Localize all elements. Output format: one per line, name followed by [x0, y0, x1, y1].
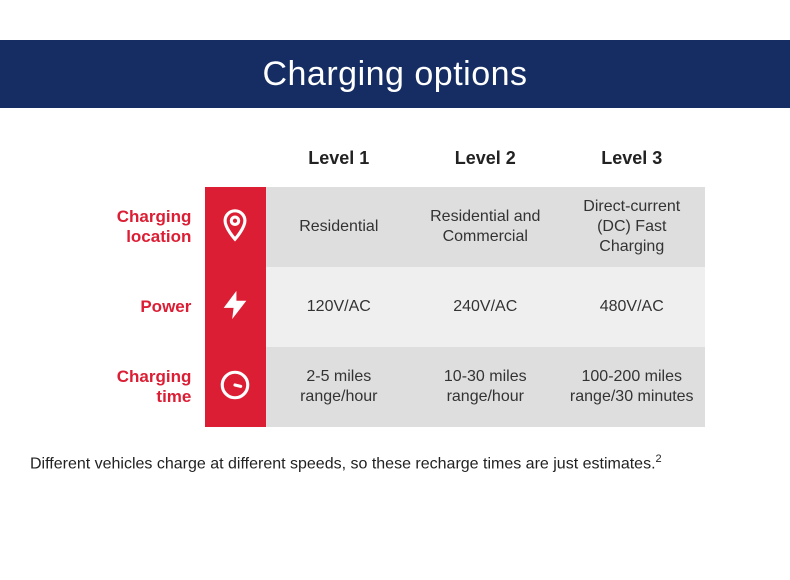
- title-bar: Charging options: [0, 40, 790, 108]
- data-cell: 120V/AC: [266, 267, 412, 347]
- charging-table: Level 1 Level 2 Level 3 Charging locatio…: [85, 138, 705, 427]
- row-label: Charging time: [85, 347, 205, 427]
- data-cell: Residential: [266, 187, 412, 267]
- data-cell: 480V/AC: [559, 267, 706, 347]
- row-label: Charging location: [85, 187, 205, 267]
- clock-icon: [205, 347, 265, 427]
- footnote: Different vehicles charge at different s…: [30, 453, 790, 473]
- pin-icon: [205, 187, 265, 267]
- table-header-row: Level 1 Level 2 Level 3: [85, 138, 705, 187]
- footnote-sup: 2: [656, 453, 662, 465]
- data-cell: Direct-current (DC) Fast Charging: [559, 187, 706, 267]
- data-cell: 100-200 miles range/30 minutes: [559, 347, 706, 427]
- footnote-text: Different vehicles charge at different s…: [30, 455, 656, 472]
- col-header: Level 3: [559, 138, 706, 187]
- col-header: Level 1: [266, 138, 412, 187]
- col-header: Level 2: [412, 138, 558, 187]
- table-row: Power 120V/AC 240V/AC 480V/AC: [85, 267, 705, 347]
- data-cell: 2-5 miles range/hour: [266, 347, 412, 427]
- data-cell: 10-30 miles range/hour: [412, 347, 558, 427]
- data-cell: Residential and Commercial: [412, 187, 558, 267]
- row-label: Power: [85, 267, 205, 347]
- charging-table-wrap: Level 1 Level 2 Level 3 Charging locatio…: [85, 138, 705, 427]
- page-title: Charging options: [262, 55, 527, 94]
- bolt-icon: [205, 267, 265, 347]
- table-row: Charging time 2-5 miles range/hour 10-30…: [85, 347, 705, 427]
- data-cell: 240V/AC: [412, 267, 558, 347]
- table-row: Charging location Residential Residentia…: [85, 187, 705, 267]
